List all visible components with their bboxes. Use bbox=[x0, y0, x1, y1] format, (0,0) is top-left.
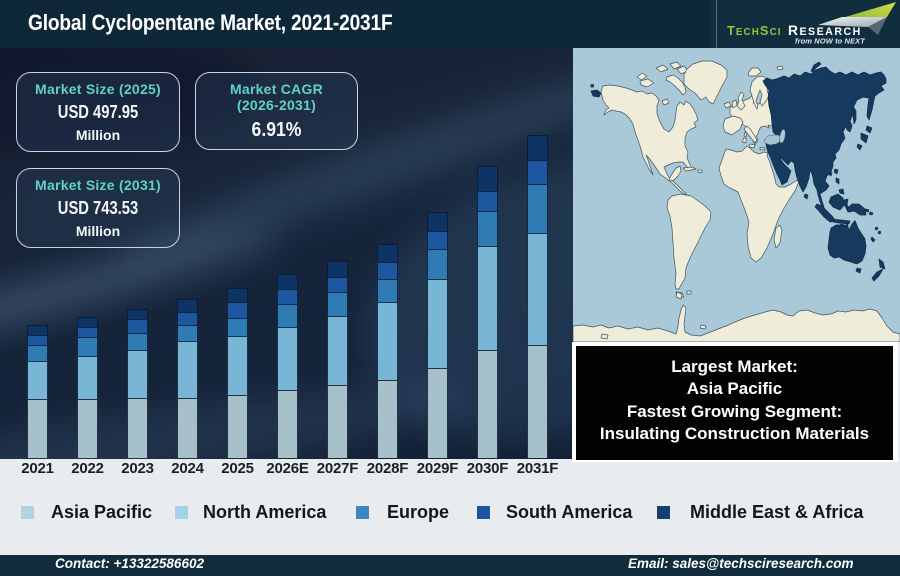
svg-text:RESEARCH: RESEARCH bbox=[788, 23, 862, 38]
svg-text:TECHSCI: TECHSCI bbox=[727, 23, 782, 38]
svg-text:from NOW to NEXT: from NOW to NEXT bbox=[795, 37, 866, 46]
